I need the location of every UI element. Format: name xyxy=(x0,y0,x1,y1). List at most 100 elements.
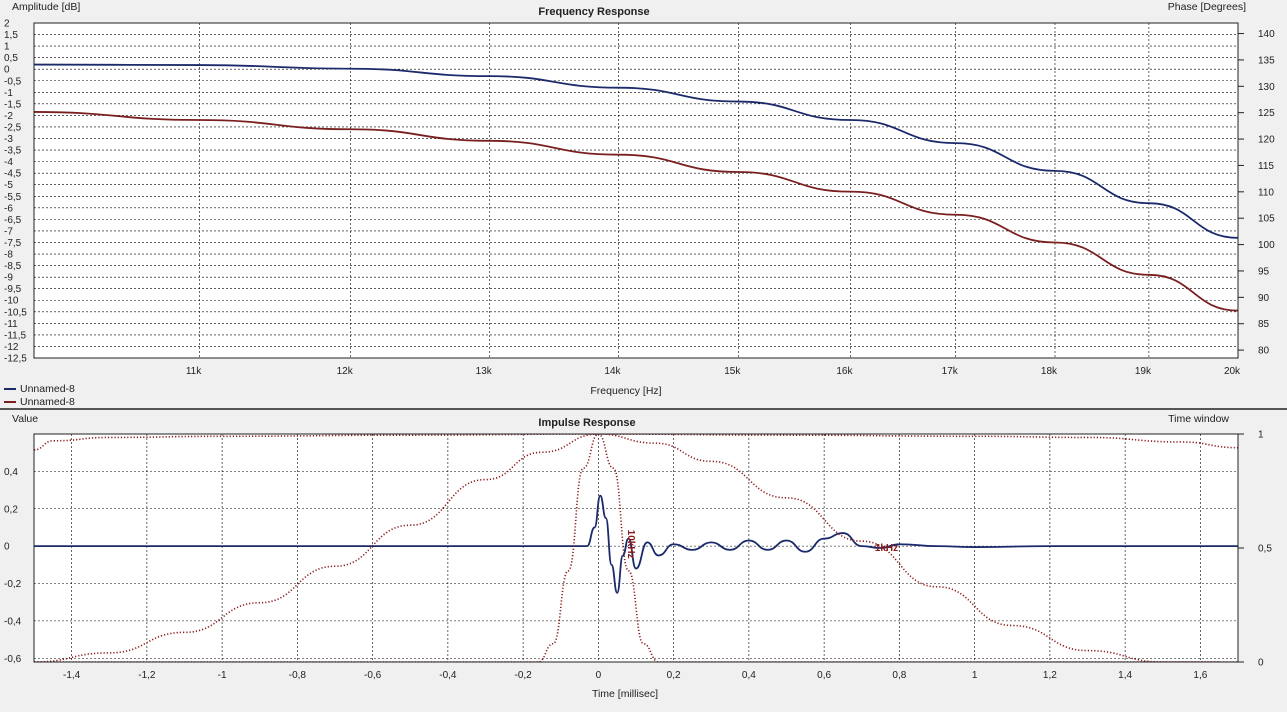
bot-ytick-4: -0,4 xyxy=(4,616,22,627)
top-y2tick-4: 120 xyxy=(1258,135,1275,146)
bot-xtick-5: -0,4 xyxy=(439,670,457,681)
legend-swatch-1 xyxy=(4,387,16,390)
bot-xtick-14: 1,4 xyxy=(1118,670,1132,681)
top-ytick-23: -9,5 xyxy=(4,284,22,295)
top-ytick-26: -11 xyxy=(4,319,18,330)
top-ytick-18: -7 xyxy=(4,226,13,237)
legend-label-2: Unnamed-8 xyxy=(20,395,75,408)
bot-xtick-7: 0 xyxy=(596,670,602,681)
top-y2tick-3: 125 xyxy=(1258,108,1275,119)
top-ytick-16: -6 xyxy=(4,203,13,214)
top-ytick-1: 1,5 xyxy=(4,30,18,41)
impulse-chart-title: Impulse Response xyxy=(538,417,635,429)
bot-ytick-5: -0,6 xyxy=(4,654,22,665)
top-y2tick-0: 140 xyxy=(1258,29,1275,40)
legend-item-series-1[interactable]: Unnamed-8 xyxy=(4,382,75,395)
bot-y2tick-0: 1 xyxy=(1258,430,1264,441)
bot-xtick-15: 1,6 xyxy=(1193,670,1207,681)
top-ytick-11: -3,5 xyxy=(4,146,22,157)
bot-xtick-10: 0,6 xyxy=(817,670,831,681)
bot-xtick-13: 1,2 xyxy=(1043,670,1057,681)
bot-xtick-1: -1,2 xyxy=(138,670,156,681)
bot-series-line-0 xyxy=(34,494,1238,594)
frequency-axis-label: Frequency [Hz] xyxy=(590,385,661,397)
top-ytick-2: 1 xyxy=(4,42,10,53)
top-y2tick-5: 115 xyxy=(1258,161,1274,172)
top-series-line-0 xyxy=(34,63,1238,239)
top-ytick-3: 0,5 xyxy=(4,53,18,64)
time-axis-label: Time [millisec] xyxy=(592,688,658,700)
top-ytick-28: -12 xyxy=(4,342,19,353)
top-y2tick-10: 90 xyxy=(1258,293,1270,304)
bot-xtick-2: -1 xyxy=(218,670,227,681)
top-ytick-27: -11,5 xyxy=(4,330,26,341)
top-ytick-6: -1 xyxy=(4,88,13,99)
top-xtick-7: 18k xyxy=(1041,366,1058,377)
top-xtick-1: 12k xyxy=(337,366,354,377)
legend-swatch-2 xyxy=(4,400,16,403)
top-xtick-5: 16k xyxy=(836,366,853,377)
amplitude-axis-label: Amplitude [dB] xyxy=(12,1,80,13)
top-xtick-6: 17k xyxy=(942,366,959,377)
top-y2tick-2: 130 xyxy=(1258,82,1275,93)
top-xtick-9: 20k xyxy=(1224,366,1241,377)
bot-annotation-1: 1kHz xyxy=(875,543,898,554)
top-ytick-12: -4 xyxy=(4,157,13,168)
bot-ytick-1: 0,2 xyxy=(4,504,18,515)
frequency-series xyxy=(34,63,1238,312)
top-ytick-17: -6,5 xyxy=(4,215,22,226)
top-ytick-9: -2,5 xyxy=(4,122,22,133)
bot-xtick-11: 0,8 xyxy=(892,670,906,681)
legend-item-series-2[interactable]: Unnamed-8 xyxy=(4,395,75,408)
top-xtick-3: 14k xyxy=(604,366,621,377)
frequency-ticks: 21,510,50-0,5-1-1,5-2-2,5-3-3,5-4-4,5-5-… xyxy=(4,19,1275,378)
top-y2tick-11: 85 xyxy=(1258,319,1270,330)
top-ytick-19: -7,5 xyxy=(4,238,22,249)
legend: Unnamed-8 Unnamed-8 xyxy=(4,382,75,408)
top-ytick-8: -2 xyxy=(4,111,13,122)
bot-xtick-0: -1,4 xyxy=(63,670,81,681)
top-ytick-21: -8,5 xyxy=(4,261,22,272)
top-xtick-4: 15k xyxy=(724,366,741,377)
impulse-ticks: 0,4 0,2 0 -0,2 -0,4 -0,6 -1,4 -1,2 -1 -0,8 -0,6 -0,… xyxy=(4,430,1272,682)
bot-xtick-12: 1 xyxy=(972,670,978,681)
bot-xtick-3: -0,8 xyxy=(289,670,307,681)
bot-y2tick-2: 0 xyxy=(1258,658,1264,669)
top-y2tick-8: 100 xyxy=(1258,240,1275,251)
impulse-plot-area[interactable] xyxy=(34,434,1238,662)
phase-axis-label: Phase [Degrees] xyxy=(1168,1,1246,13)
bot-ytick-3: -0,2 xyxy=(4,579,22,590)
time-window-axis-label: Time window xyxy=(1168,413,1229,425)
top-xtick-0: 11k xyxy=(186,366,202,377)
top-ytick-5: -0,5 xyxy=(4,76,22,87)
bot-y2tick-1: 0,5 xyxy=(1258,544,1272,555)
top-ytick-29: -12,5 xyxy=(4,354,27,365)
frequency-chart-title: Frequency Response xyxy=(538,6,649,18)
top-ytick-7: -1,5 xyxy=(4,99,22,110)
bot-xtick-8: 0,2 xyxy=(667,670,681,681)
frequency-plot-frame xyxy=(33,22,1239,359)
value-axis-label: Value xyxy=(12,413,38,425)
top-y2tick-6: 110 xyxy=(1258,187,1274,198)
top-ytick-0: 2 xyxy=(4,19,10,30)
top-ytick-22: -9 xyxy=(4,273,13,284)
bot-ytick-0: 0,4 xyxy=(4,467,18,478)
top-ytick-10: -3 xyxy=(4,134,13,145)
top-y2tick-12: 80 xyxy=(1258,346,1270,357)
top-ytick-15: -5,5 xyxy=(4,192,22,203)
impulse-annotations: 10kHz 1kHz xyxy=(625,530,898,559)
top-series-line-1 xyxy=(34,111,1238,312)
top-y2tick-1: 135 xyxy=(1258,55,1275,66)
frequency-grid xyxy=(34,22,1239,359)
frequency-plot-area[interactable] xyxy=(34,23,1238,358)
bot-xtick-6: -0,2 xyxy=(515,670,533,681)
top-xtick-8: 19k xyxy=(1135,366,1152,377)
top-ytick-20: -8 xyxy=(4,250,13,261)
top-y2tick-9: 95 xyxy=(1258,266,1270,277)
top-ytick-25: -10,5 xyxy=(4,307,27,318)
top-ytick-24: -10 xyxy=(4,296,19,307)
top-ytick-4: 0 xyxy=(4,65,10,76)
top-ytick-13: -4,5 xyxy=(4,169,22,180)
top-xtick-2: 13k xyxy=(476,366,493,377)
